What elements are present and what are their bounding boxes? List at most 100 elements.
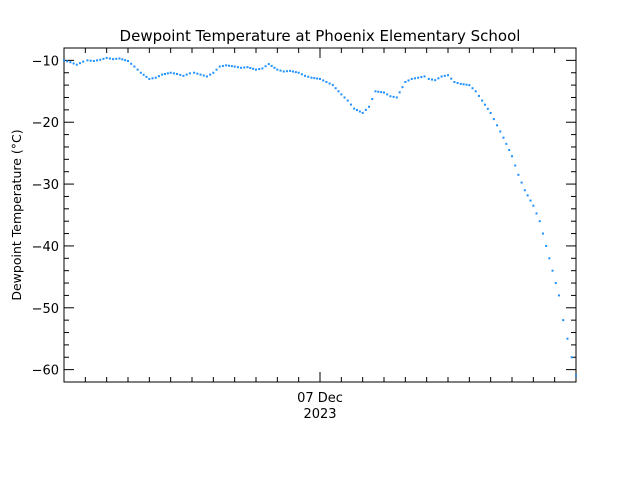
data-point — [545, 244, 548, 247]
data-point — [355, 109, 358, 112]
data-point — [450, 77, 453, 80]
data-point — [562, 319, 565, 322]
data-point — [511, 155, 513, 158]
data-point — [459, 82, 462, 85]
data-point — [163, 72, 166, 75]
data-point — [108, 57, 111, 60]
data-point — [420, 76, 423, 79]
data-point — [297, 71, 300, 74]
data-point — [151, 77, 154, 80]
y-tick-label: −40 — [32, 240, 59, 255]
data-point — [313, 77, 316, 80]
data-point — [483, 103, 486, 106]
chart-title: Dewpoint Temperature at Phoenix Elementa… — [120, 27, 521, 45]
data-point — [395, 96, 398, 99]
data-point — [505, 142, 508, 145]
data-point — [514, 164, 517, 167]
data-point — [188, 72, 191, 75]
x-tick-label-date: 07 Dec — [297, 391, 343, 406]
data-point — [486, 107, 489, 110]
data-point — [358, 110, 361, 113]
data-point — [289, 69, 292, 72]
data-point — [481, 99, 484, 102]
data-point — [72, 62, 75, 65]
data-point — [340, 93, 343, 96]
data-point — [520, 181, 523, 184]
data-point — [468, 84, 471, 87]
data-point — [523, 189, 526, 192]
data-point — [142, 73, 145, 76]
data-point — [246, 66, 249, 69]
data-point — [465, 83, 468, 86]
data-point — [154, 76, 157, 79]
data-point — [437, 77, 440, 80]
data-point — [389, 95, 392, 98]
data-point — [471, 87, 474, 90]
data-point — [212, 71, 215, 74]
y-tick-label: −20 — [32, 116, 59, 131]
data-point — [477, 94, 480, 97]
data-point — [443, 74, 446, 77]
data-point — [130, 62, 133, 65]
data-point — [434, 79, 437, 82]
data-point — [380, 91, 383, 94]
data-point — [255, 68, 257, 71]
data-point — [551, 269, 554, 272]
data-point — [575, 374, 577, 377]
data-point — [199, 73, 202, 76]
data-point — [176, 72, 179, 75]
data-point — [417, 76, 420, 79]
data-point — [364, 108, 367, 111]
data-point — [304, 74, 307, 77]
data-point — [75, 63, 78, 66]
data-point — [462, 83, 465, 86]
data-point — [276, 68, 279, 71]
data-point — [252, 67, 255, 70]
data-point — [115, 57, 118, 60]
data-point — [233, 65, 236, 68]
data-point — [89, 59, 92, 62]
data-point — [118, 57, 121, 60]
data-point — [225, 64, 228, 67]
data-point — [325, 81, 328, 84]
data-point — [386, 93, 389, 96]
plot-frame — [63, 47, 577, 383]
data-point — [92, 59, 95, 62]
data-point — [431, 78, 433, 81]
data-point — [282, 70, 285, 73]
data-point — [557, 294, 560, 297]
data-point — [353, 107, 356, 110]
data-point — [427, 77, 430, 80]
data-point — [221, 64, 224, 67]
data-point — [139, 71, 142, 74]
data-point — [570, 356, 573, 359]
data-point — [105, 56, 108, 59]
data-point — [264, 65, 267, 68]
data-point — [502, 136, 505, 139]
data-point — [133, 65, 136, 68]
data-point — [230, 65, 233, 68]
data-point — [209, 73, 212, 76]
data-point — [456, 81, 459, 84]
data-point — [166, 72, 169, 75]
data-point — [136, 68, 139, 71]
data-point — [447, 74, 449, 77]
data-point — [489, 111, 492, 114]
data-point — [392, 95, 395, 98]
data-point — [121, 58, 124, 61]
data-point — [401, 86, 404, 89]
data-point — [205, 75, 208, 78]
data-point — [148, 77, 151, 80]
data-point — [535, 212, 538, 215]
data-point — [334, 87, 337, 90]
data-point — [423, 75, 426, 78]
data-point — [349, 103, 352, 106]
data-point — [499, 130, 502, 133]
data-point — [258, 68, 261, 71]
data-point — [440, 75, 443, 78]
data-point — [322, 79, 325, 82]
data-point — [404, 81, 407, 84]
data-point — [371, 98, 374, 101]
data-point — [270, 64, 273, 67]
